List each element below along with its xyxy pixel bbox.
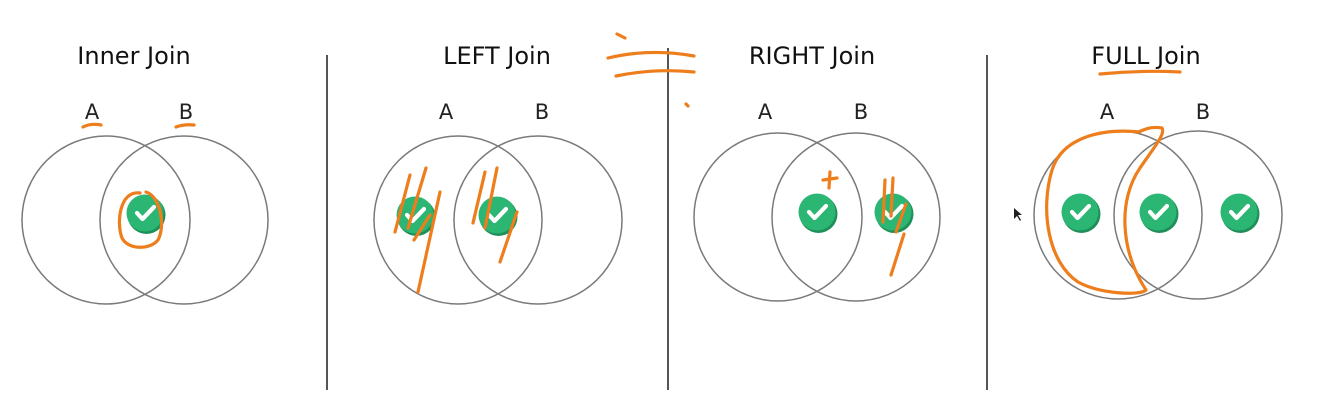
set-a-label: A	[757, 100, 773, 124]
set-b-label: B	[853, 100, 869, 124]
check-circle-icon	[799, 194, 838, 234]
panel-divider	[326, 55, 328, 390]
set-a-circle	[21, 135, 191, 305]
venn-right-join	[693, 132, 941, 302]
panel-title-right-join: RIGHT Join	[748, 42, 876, 70]
check-circle-icon	[875, 194, 914, 234]
handwritten-annotations	[81, 32, 1182, 295]
panel-title-full-join: FULL Join	[1091, 42, 1201, 70]
panel-divider	[986, 55, 988, 390]
panel-title-left-join: LEFT Join	[443, 42, 551, 70]
check-circle-icon	[1140, 194, 1179, 234]
set-a-label: A	[84, 100, 100, 124]
set-b-label: B	[534, 100, 550, 124]
panel-title-inner-join: Inner Join	[77, 42, 191, 70]
set-a-label: A	[1099, 100, 1115, 124]
venn-full-join	[1033, 130, 1283, 300]
check-circle-icon	[1062, 194, 1101, 234]
set-a-label: A	[438, 100, 454, 124]
venn-left-join	[373, 135, 623, 305]
mouse-cursor-icon	[1014, 208, 1022, 221]
set-b-label: B	[1195, 100, 1211, 124]
set-b-label: B	[178, 100, 194, 124]
set-b-circle	[99, 135, 269, 305]
set-b-circle	[771, 132, 941, 302]
venn-inner-join	[21, 135, 269, 305]
set-a-circle	[373, 135, 543, 305]
panel-divider	[667, 48, 669, 390]
check-circle-icon	[1221, 194, 1260, 234]
set-b-circle	[1113, 130, 1283, 300]
set-b-circle	[453, 135, 623, 305]
set-a-circle	[693, 132, 863, 302]
